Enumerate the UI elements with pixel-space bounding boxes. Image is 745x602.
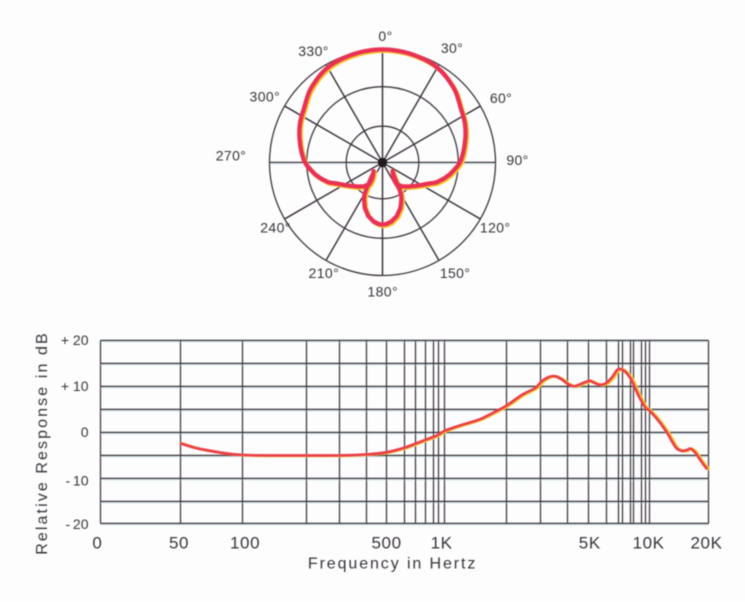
svg-text:1K: 1K (431, 534, 453, 553)
svg-text:150°: 150° (440, 265, 471, 281)
svg-text:210°: 210° (309, 265, 340, 281)
svg-text:Frequency in Hertz: Frequency in Hertz (308, 555, 477, 572)
svg-text:+ 20: + 20 (61, 332, 89, 348)
svg-text:60°: 60° (490, 90, 512, 106)
svg-text:100: 100 (230, 534, 260, 553)
svg-text:20K: 20K (690, 534, 722, 553)
svg-text:500: 500 (372, 534, 402, 553)
svg-text:- 10: - 10 (65, 472, 88, 488)
svg-text:240°: 240° (260, 220, 291, 236)
svg-text:+ 10: + 10 (61, 378, 89, 394)
svg-text:180°: 180° (367, 283, 398, 299)
svg-text:0: 0 (81, 424, 89, 440)
svg-text:- 20: - 20 (65, 516, 88, 532)
svg-text:0°: 0° (378, 28, 392, 44)
svg-text:300°: 300° (250, 88, 281, 104)
svg-text:90°: 90° (506, 152, 528, 168)
svg-text:Relative Response in dB: Relative Response in dB (34, 331, 51, 555)
svg-text:270°: 270° (216, 148, 247, 164)
svg-text:5K: 5K (579, 534, 601, 553)
svg-text:10K: 10K (633, 534, 665, 553)
svg-text:330°: 330° (298, 43, 329, 59)
svg-text:0: 0 (92, 534, 102, 553)
svg-text:30°: 30° (441, 40, 463, 56)
svg-text:120°: 120° (480, 220, 511, 236)
svg-text:50: 50 (169, 534, 189, 553)
